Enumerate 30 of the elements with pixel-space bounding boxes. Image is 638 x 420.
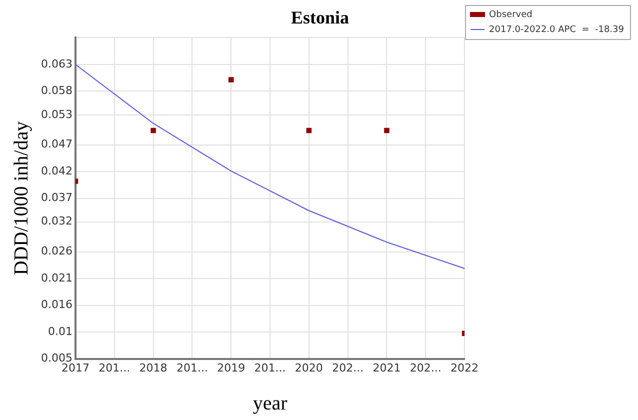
y-tick-label: 0.042 (40, 164, 72, 178)
x-axis-title: year (252, 392, 288, 414)
y-tick-label: 0.037 (40, 191, 72, 204)
y-tick-label: 0.016 (40, 298, 72, 312)
y-tick-label: 0.01 (48, 324, 72, 338)
x-tick-label: 2022 (450, 361, 479, 374)
y-tick-label: 0.058 (40, 84, 72, 98)
x-tick-label: 202... (332, 361, 364, 374)
y-tick-label: 0.026 (40, 244, 72, 258)
x-tick-label: 2020 (294, 361, 323, 374)
point (150, 128, 156, 134)
x-tick-label: 202... (410, 361, 442, 374)
point (228, 77, 234, 82)
x-tick-label: 2018 (139, 361, 168, 374)
y-tick-label: 0.053 (40, 108, 72, 122)
y-tick-label: 0.047 (40, 138, 72, 151)
x-tick-label: 2019 (217, 361, 246, 374)
x-tick-label: 2021 (372, 361, 401, 374)
x-tick-label: 201... (254, 361, 286, 374)
y-axis-title: DDD/1000 inh/day (10, 121, 32, 276)
chart-title: Estonia (290, 7, 350, 28)
x-tick-label: 201... (98, 361, 130, 374)
point (384, 128, 390, 134)
y-tick-label: 0.032 (40, 214, 72, 228)
y-tick-label: 0.021 (40, 271, 72, 284)
legend-label: Observed (489, 10, 532, 20)
point (306, 128, 312, 134)
legend-label: 2017.0-2022.0 APC = -18.39 (489, 24, 624, 35)
y-tick-label: 0.063 (40, 57, 72, 70)
x-tick-label: 201... (176, 361, 208, 374)
